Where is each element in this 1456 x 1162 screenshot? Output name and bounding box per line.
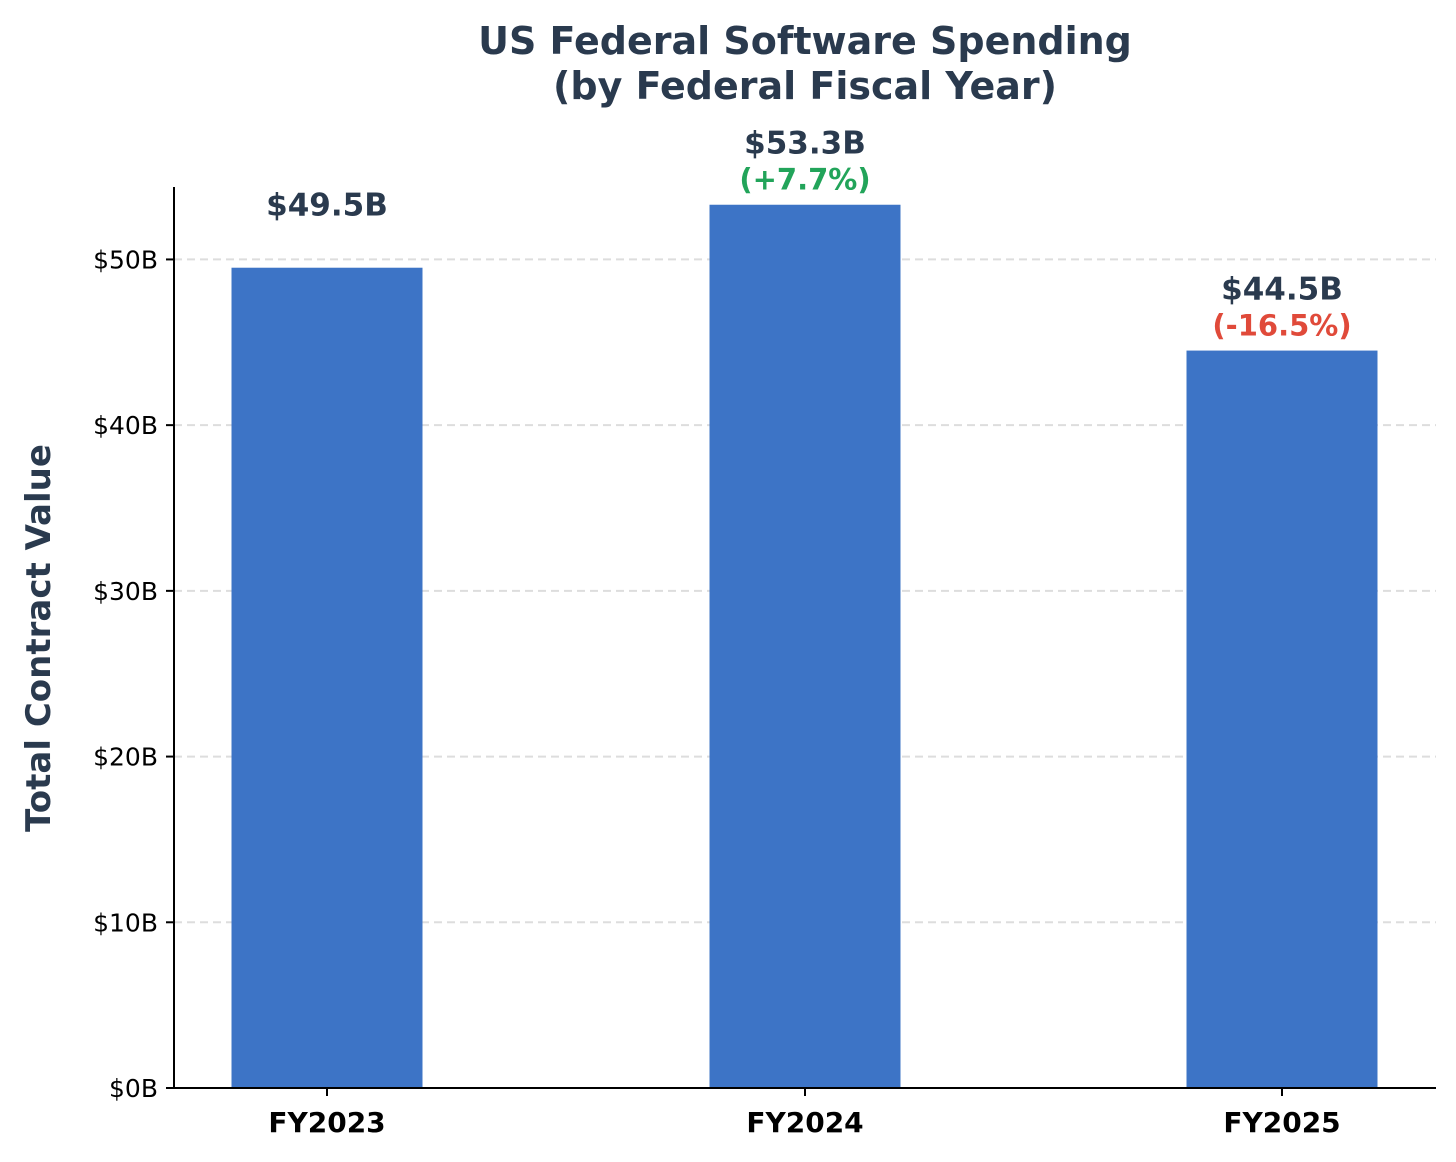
chart-title: US Federal Software Spending (by Federal…: [478, 19, 1132, 108]
y-tick-label: $30B: [93, 577, 158, 606]
bar-fy2024: [709, 204, 901, 1088]
bars: [231, 204, 1378, 1089]
x-tick-label: FY2023: [268, 1106, 385, 1139]
change-label: (-16.5%): [1212, 309, 1351, 343]
value-label: $53.3B: [744, 126, 866, 162]
bar-fy2023: [231, 267, 423, 1088]
chart-title-line-2: (by Federal Fiscal Year): [553, 64, 1057, 108]
y-tick-label: $20B: [93, 743, 158, 772]
change-label: (+7.7%): [739, 163, 870, 197]
value-label: $49.5B: [266, 188, 388, 224]
y-axis-label: Total Contract Value: [19, 444, 59, 832]
bar-fy2025: [1186, 350, 1378, 1089]
y-tick-label: $0B: [109, 1074, 158, 1103]
y-tick-label: $10B: [93, 908, 158, 937]
data-labels: $49.5B (+7.7%)$53.3B (-16.5%)$44.5B: [266, 126, 1351, 343]
x-tick-label: FY2025: [1223, 1106, 1340, 1139]
y-tick-label: $40B: [93, 411, 158, 440]
x-axis-ticks: FY2023 FY2024 FY2025: [268, 1088, 1341, 1139]
y-axis-ticks: $0B $10B $20B $30B $40B $50B: [93, 245, 174, 1103]
x-tick-label: FY2024: [746, 1106, 863, 1139]
chart-title-line-1: US Federal Software Spending: [478, 19, 1132, 63]
y-tick-label: $50B: [93, 245, 158, 274]
value-label: $44.5B: [1221, 272, 1343, 308]
